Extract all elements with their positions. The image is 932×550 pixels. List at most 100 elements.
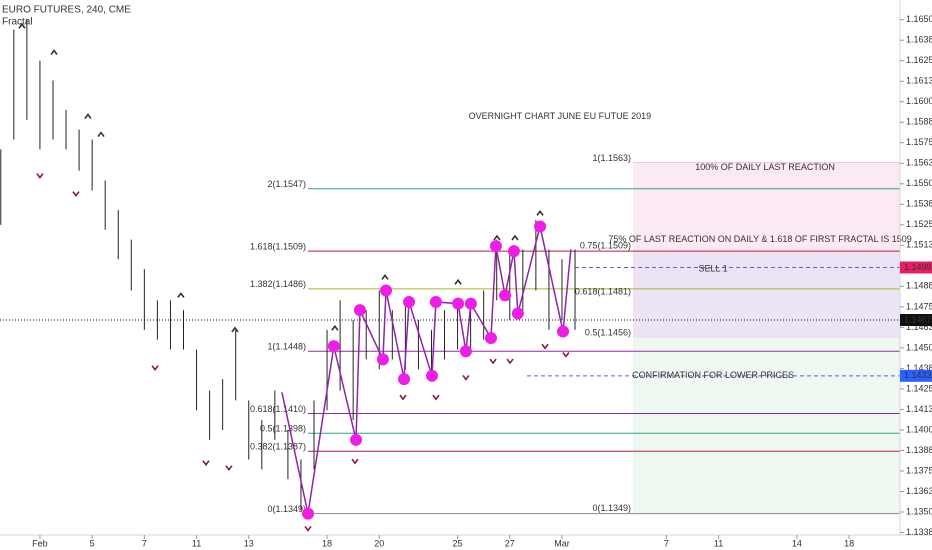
- retracement-label: 0.618(1.1481): [575, 286, 631, 296]
- chart-title: EURO FUTURES, 240, CME: [2, 5, 131, 16]
- fractal-up: [97, 131, 105, 138]
- y-tick-label: 1.1475: [906, 301, 932, 311]
- zone: [632, 251, 900, 339]
- fractal-up: [511, 234, 519, 241]
- fib-label: 2(1.1547): [267, 179, 306, 189]
- fractal-down: [225, 465, 233, 472]
- x-tick-label: 11: [714, 538, 723, 548]
- x-tick-label: Feb: [32, 538, 48, 548]
- pivot-marker: [353, 304, 366, 317]
- fractal-down: [202, 460, 210, 467]
- fractal-down: [151, 365, 159, 371]
- price-tag: [900, 314, 932, 327]
- x-tick-label: 18: [322, 538, 332, 548]
- fib-label: 1(1.1448): [267, 342, 306, 352]
- pivot-marker: [464, 297, 477, 310]
- fractal-down: [36, 173, 44, 179]
- levels: 1(1.1563) 2(1.1547) 1.618(1.1509) 1.382(1.1…: [0, 153, 900, 515]
- pivot-marker: [398, 373, 411, 386]
- price-tag: [900, 369, 932, 382]
- fractal-up: [381, 274, 389, 280]
- overlay: OVERNIGHT CHART JUNE EU FUTUE 2019 100% O…: [18, 22, 912, 532]
- fib-label: 1.618(1.1509): [250, 241, 306, 251]
- zone: [632, 338, 900, 514]
- fractal-down: [351, 458, 359, 465]
- annotation: 75% OF LAST REACTION ON DAILY & 1.618 OF…: [608, 234, 911, 244]
- fractal-down: [506, 358, 514, 365]
- x-tick-label: 11: [192, 538, 201, 548]
- y-tick-label: 1.1625: [906, 55, 932, 65]
- y-tick-label: 1.1538: [906, 199, 932, 209]
- y-tick-label: 1.1588: [906, 117, 932, 127]
- y-tick-label: 1.1650: [906, 14, 932, 24]
- fractal-down: [462, 374, 470, 381]
- retracement-label: 0(1.1349): [592, 503, 631, 513]
- pivot-marker: [489, 240, 502, 253]
- fib-label: 1(1.1563): [592, 153, 631, 163]
- pivot-marker: [499, 289, 512, 302]
- y-tick-label: 1.1388: [906, 445, 932, 455]
- zones: [632, 162, 900, 514]
- fib-label: 1.382(1.1486): [250, 279, 306, 289]
- fib-label: 0.382(1.1387): [250, 442, 306, 452]
- fractal-down: [399, 394, 407, 401]
- fractal-up: [331, 324, 339, 331]
- x-tick-label: 25: [453, 538, 463, 548]
- price-tag: [900, 261, 932, 274]
- fractal-up: [177, 292, 185, 298]
- fractal-up: [18, 22, 26, 29]
- fractal-up: [231, 326, 239, 333]
- y-tick-label: 1.1600: [906, 96, 932, 106]
- fib-label: 0.618(1.1410): [250, 404, 306, 414]
- y-tick-label: 1.1413: [906, 404, 932, 414]
- pivot-marker: [327, 340, 340, 353]
- fractal-down: [541, 343, 549, 350]
- pivot-marker: [484, 332, 497, 345]
- fractal-up: [493, 234, 501, 241]
- x-tick-label: 14: [792, 538, 802, 548]
- y-tick-label: 1.1363: [906, 486, 932, 496]
- x-tick-label: 5: [90, 538, 95, 548]
- y-tick-label: 1.1525: [906, 219, 932, 229]
- annotation: SELL 1: [699, 264, 728, 274]
- y-tick-label: 1.1463: [906, 322, 932, 332]
- y-tick-label: 1.1338: [906, 527, 932, 537]
- price-tag-label: 1.1499: [904, 262, 932, 272]
- y-tick-label: 1.1400: [906, 424, 932, 434]
- y-tick-label: 1.1350: [906, 506, 932, 516]
- price-tag-label: 1.1433: [904, 370, 932, 380]
- fractal-up: [50, 49, 58, 55]
- fractal-up: [536, 210, 544, 216]
- fractal-down: [304, 525, 312, 532]
- pivot-marker: [425, 369, 438, 382]
- retracement-label: 0.5(1.1456): [585, 327, 631, 337]
- y-tick-label: 1.1488: [906, 281, 932, 291]
- fractal-down: [432, 394, 440, 401]
- x-tick-label: 18: [844, 538, 854, 548]
- y-tick-label: 1.1638: [906, 35, 932, 45]
- annotation: CONFIRMATION FOR LOWER PRICES: [632, 370, 794, 380]
- retracement-label: 0.75(1.1509): [580, 240, 631, 250]
- pivot-marker: [429, 295, 442, 308]
- pivot-marker: [302, 507, 315, 520]
- x-tick-label: 7: [142, 538, 147, 548]
- x-tick-label: 20: [374, 538, 384, 548]
- pivot-marker: [380, 284, 393, 297]
- fractal-up: [454, 278, 462, 285]
- x-tick-label: 7: [664, 538, 669, 548]
- pivot-marker: [376, 353, 389, 366]
- price-bars: [0, 19, 576, 511]
- pivot-marker: [403, 295, 416, 308]
- pivot-marker: [557, 325, 570, 338]
- fractal-down: [562, 351, 570, 358]
- pivot-marker: [459, 345, 472, 358]
- fib-label: 0(1.1349): [267, 504, 306, 514]
- zone: [632, 162, 900, 252]
- pivot-marker: [452, 297, 465, 310]
- y-tick-label: 1.1563: [906, 158, 932, 168]
- y-tick-label: 1.1438: [906, 363, 932, 373]
- pivot-marker: [534, 220, 547, 233]
- zigzag-line: [281, 226, 572, 514]
